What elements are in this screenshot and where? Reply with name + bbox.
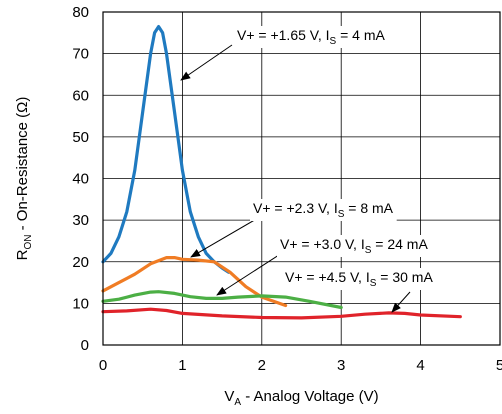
y-tick-label: 70 <box>72 46 89 63</box>
annotation-arrow <box>391 291 411 313</box>
y-tick-label: 20 <box>72 254 89 271</box>
series-line-2 <box>101 256 288 308</box>
x-tick-label: 4 <box>416 357 424 374</box>
annotation-label: V+ = +4.5 V, IS = 30 mA <box>285 269 433 289</box>
annotation-label: V+ = +2.3 V, IS = 8 mA <box>253 200 394 220</box>
annotation-background <box>277 235 432 257</box>
y-tick-label: 80 <box>72 4 89 21</box>
plot-frame <box>102 11 501 346</box>
y-tick-label: 30 <box>72 212 89 229</box>
y-tick-label: 40 <box>72 171 89 188</box>
annotation-background <box>282 268 437 290</box>
annotation-arrow <box>180 44 233 81</box>
annotation-label: V+ = +3.0 V, IS = 24 mA <box>280 236 428 256</box>
annotations: V+ = +1.65 V, IS = 4 mA V+ = +2.3 V, IS =… <box>180 26 437 313</box>
y-axis-label: RON - On-Resistance (Ω) <box>14 97 34 261</box>
annotation-3: V+ = +3.0 V, IS = 24 mA <box>216 235 432 296</box>
annotation-4: V+ = +4.5 V, IS = 30 mA <box>282 268 437 313</box>
annotation-arrow <box>216 252 283 296</box>
series-group <box>101 25 462 320</box>
x-axis-label: VA - Analog Voltage (V) <box>224 388 378 408</box>
series-line-4 <box>101 307 462 320</box>
series-line-1 <box>101 25 231 274</box>
annotation-1: V+ = +1.65 V, IS = 4 mA <box>180 26 389 81</box>
x-tick-label: 1 <box>178 357 186 374</box>
x-tick-label: 5 <box>496 357 502 374</box>
y-tick-label: 60 <box>72 87 89 104</box>
x-tick-label: 0 <box>99 357 107 374</box>
annotation-arrow <box>190 217 259 258</box>
annotation-background <box>234 26 389 48</box>
y-tick-label: 10 <box>72 295 89 312</box>
y-tick-label: 0 <box>81 337 89 354</box>
annotation-label: V+ = +1.65 V, IS = 4 mA <box>237 27 385 47</box>
x-tick-label: 3 <box>337 357 345 374</box>
x-tick-label: 2 <box>258 357 266 374</box>
grid <box>102 11 501 346</box>
annotation-background <box>250 199 397 221</box>
y-tick-label: 50 <box>72 129 89 146</box>
annotation-2: V+ = +2.3 V, IS = 8 mA <box>190 199 397 258</box>
series-line-3 <box>101 290 343 310</box>
